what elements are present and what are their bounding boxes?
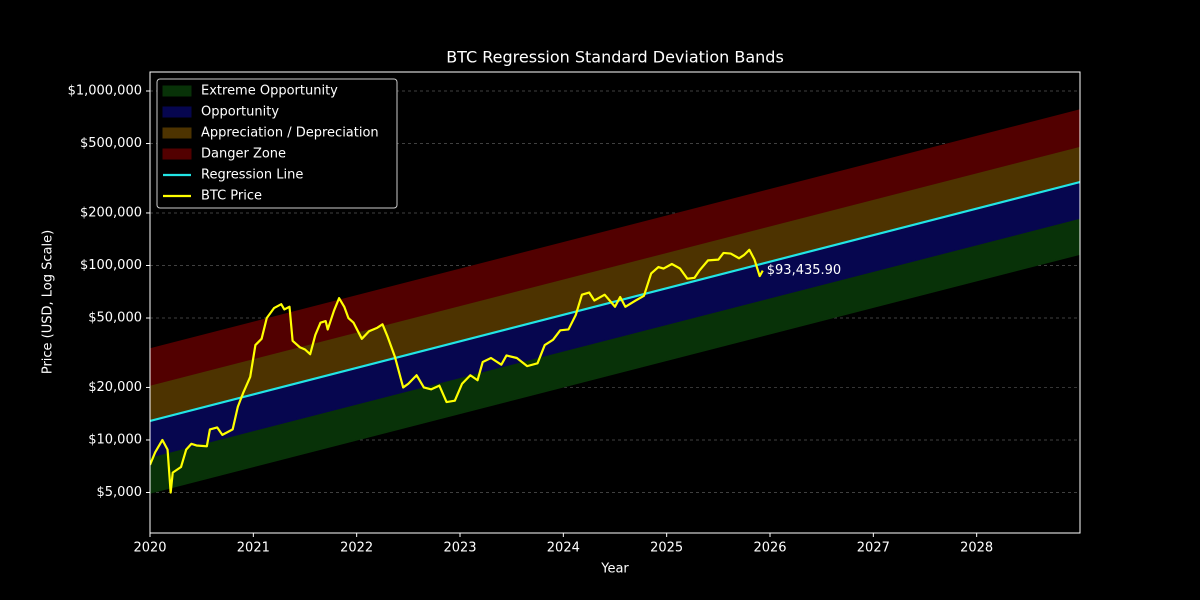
legend-swatch: [163, 86, 191, 96]
series-line: [150, 182, 1080, 421]
y-tick-label: $100,000: [80, 258, 142, 273]
x-tick-label: 2020: [133, 541, 166, 556]
y-tick-label: $200,000: [80, 205, 142, 220]
legend-label: BTC Price: [201, 189, 262, 204]
x-tick-label: 2023: [443, 541, 476, 556]
x-tick-label: 2021: [237, 541, 270, 556]
x-axis-label: Year: [600, 562, 629, 577]
x-tick-label: 2027: [857, 541, 890, 556]
legend-swatch: [163, 149, 191, 159]
legend-swatch: [163, 128, 191, 138]
legend-label: Appreciation / Depreciation: [201, 126, 379, 141]
y-tick-label: $10,000: [88, 432, 142, 447]
legend-label: Regression Line: [201, 168, 303, 183]
legend-swatch: [163, 107, 191, 117]
x-tick-label: 2026: [753, 541, 786, 556]
y-tick-label: $500,000: [80, 136, 142, 151]
annotation: $93,435.90: [767, 263, 841, 278]
y-axis-label: Price (USD, Log Scale): [41, 230, 56, 374]
legend-label: Opportunity: [201, 105, 279, 120]
x-tick-label: 2025: [650, 541, 683, 556]
y-tick-label: $50,000: [88, 311, 142, 326]
legend-label: Danger Zone: [201, 147, 286, 162]
x-tick-label: 2024: [547, 541, 580, 556]
legend-label: Extreme Opportunity: [201, 84, 338, 99]
x-tick-label: 2022: [340, 541, 373, 556]
legend: Extreme Opportunity Opportunity Appreciati…: [157, 79, 397, 208]
y-tick-label: $5,000: [97, 485, 143, 500]
y-tick-label: $1,000,000: [68, 84, 142, 99]
chart-title: BTC Regression Standard Deviation Bands: [446, 48, 784, 67]
y-tick-label: $20,000: [88, 380, 142, 395]
x-tick-label: 2028: [960, 541, 993, 556]
